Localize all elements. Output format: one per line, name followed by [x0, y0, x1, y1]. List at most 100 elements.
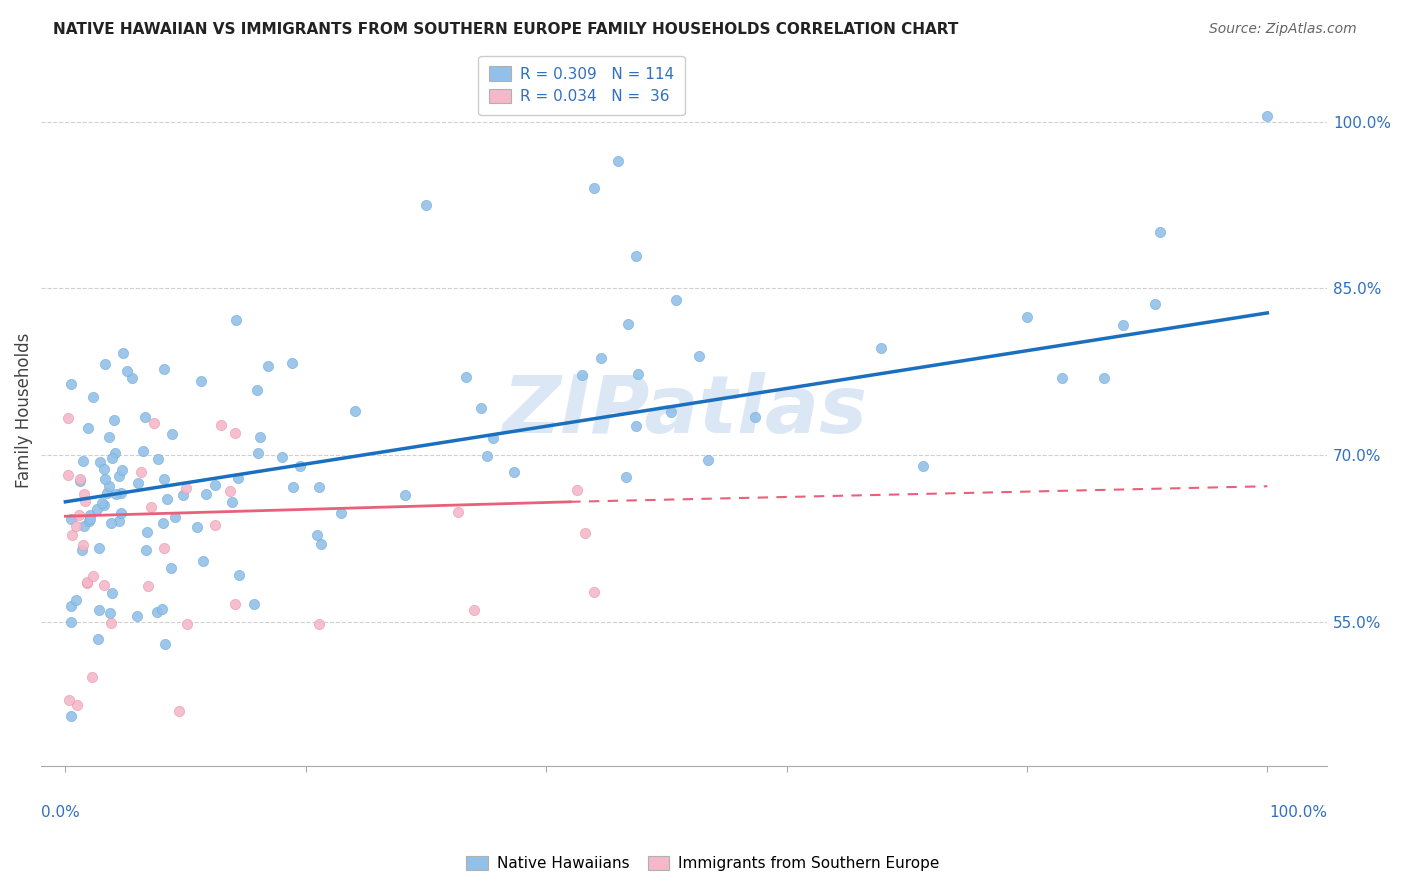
Point	[87, 603, 110, 617]
Text: 100.0%: 100.0%	[1270, 805, 1327, 821]
Point	[218, 483, 240, 498]
Point	[270, 450, 292, 465]
Point	[87, 541, 110, 556]
Point	[93, 578, 115, 592]
Point	[305, 527, 328, 541]
Point	[94, 472, 117, 486]
Point	[107, 469, 129, 483]
Point	[614, 470, 637, 484]
Point	[77, 421, 100, 435]
Point	[659, 405, 682, 419]
Point	[242, 597, 264, 611]
Point	[96, 486, 118, 500]
Point	[160, 561, 183, 575]
Point	[503, 465, 526, 479]
Point	[152, 472, 174, 486]
Point	[247, 445, 270, 459]
Point	[143, 416, 166, 430]
Point	[73, 487, 96, 501]
Point	[58, 411, 80, 425]
Point	[571, 368, 593, 382]
Point	[627, 367, 650, 381]
Point	[1015, 310, 1038, 325]
Point	[141, 500, 163, 514]
Point	[190, 375, 212, 389]
Point	[1052, 370, 1074, 384]
Text: NATIVE HAWAIIAN VS IMMIGRANTS FROM SOUTHERN EUROPE FAMILY HOUSEHOLDS CORRELATION: NATIVE HAWAIIAN VS IMMIGRANTS FROM SOUTH…	[53, 22, 959, 37]
Point	[912, 459, 935, 474]
Point	[93, 498, 115, 512]
Point	[475, 449, 498, 463]
Point	[76, 575, 98, 590]
Point	[329, 506, 352, 520]
Point	[589, 351, 612, 365]
Point	[447, 505, 470, 519]
Point	[160, 427, 183, 442]
Point	[62, 527, 84, 541]
Point	[288, 458, 311, 473]
Point	[697, 453, 720, 467]
Point	[224, 597, 246, 611]
Point	[394, 488, 416, 502]
Point	[1256, 109, 1278, 123]
Point	[565, 483, 588, 497]
Point	[65, 593, 87, 607]
Point	[100, 586, 122, 600]
Point	[607, 153, 630, 168]
Point	[221, 495, 243, 509]
Point	[82, 670, 104, 684]
Point	[72, 454, 94, 468]
Point	[256, 359, 278, 374]
Point	[87, 632, 110, 646]
Point	[60, 615, 83, 629]
Point	[97, 479, 120, 493]
Point	[153, 541, 176, 556]
Point	[56, 467, 79, 482]
Point	[79, 508, 101, 522]
Point	[280, 356, 302, 370]
Point	[167, 704, 190, 718]
Point	[308, 616, 330, 631]
Point	[152, 362, 174, 376]
Point	[60, 599, 83, 613]
Point	[131, 465, 153, 479]
Point	[1143, 296, 1166, 310]
Point	[60, 709, 83, 723]
Point	[136, 524, 159, 539]
Point	[111, 346, 134, 360]
Point	[93, 462, 115, 476]
Point	[152, 516, 174, 530]
Point	[624, 249, 647, 263]
Point	[156, 491, 179, 506]
Point	[91, 496, 114, 510]
Point	[1092, 371, 1115, 385]
Point	[134, 409, 156, 424]
Point	[89, 454, 111, 468]
Point	[77, 514, 100, 528]
Point	[79, 512, 101, 526]
Point	[744, 410, 766, 425]
Point	[624, 418, 647, 433]
Point	[146, 452, 169, 467]
Legend: R = 0.309   N = 114, R = 0.034   N =  36: R = 0.309 N = 114, R = 0.034 N = 36	[478, 55, 685, 115]
Point	[94, 357, 117, 371]
Point	[104, 445, 127, 459]
Point	[82, 390, 104, 404]
Point	[195, 487, 218, 501]
Point	[127, 476, 149, 491]
Point	[108, 514, 131, 528]
Point	[224, 426, 246, 441]
Point	[60, 377, 83, 392]
Point	[665, 293, 688, 308]
Point	[131, 443, 153, 458]
Point	[69, 474, 91, 488]
Point	[463, 602, 485, 616]
Point	[100, 516, 122, 531]
Point	[163, 509, 186, 524]
Point	[415, 198, 437, 212]
Point	[582, 584, 605, 599]
Point	[146, 605, 169, 619]
Point	[204, 477, 226, 491]
Point	[110, 486, 132, 500]
Text: ZIPatlas: ZIPatlas	[502, 372, 868, 450]
